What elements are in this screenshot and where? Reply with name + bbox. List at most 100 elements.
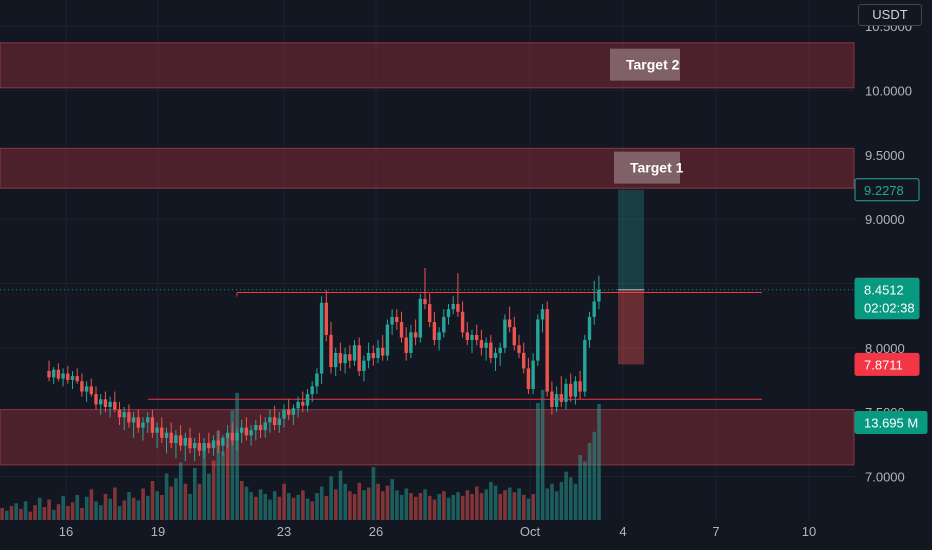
candle-body (127, 412, 131, 423)
candle-body (282, 409, 286, 419)
candle-body (136, 417, 140, 428)
volume-bar (23, 501, 28, 520)
candle-body (578, 381, 582, 392)
candle-body (484, 342, 488, 348)
volume-bar (526, 498, 531, 520)
price-tag-label: 8.4512 (864, 283, 904, 298)
volume-bar (301, 490, 305, 520)
volume-bar (522, 494, 526, 520)
volume-bar (348, 491, 352, 520)
candle-body (559, 394, 563, 402)
candle-body (479, 340, 484, 348)
volume-bar (160, 494, 164, 520)
volume-bar (423, 489, 427, 520)
take-profit-area[interactable] (618, 189, 644, 290)
candle-body (395, 316, 399, 323)
currency-selector[interactable]: USDT (858, 4, 922, 26)
volume-bar (597, 403, 601, 520)
candle-body (80, 381, 84, 392)
long-position-tool[interactable] (618, 189, 644, 365)
price-tick-label: 9.0000 (865, 212, 905, 227)
volume-bar (493, 485, 498, 520)
candle-body (423, 298, 427, 305)
candle-body (113, 401, 117, 410)
candle-body (381, 347, 385, 356)
candle-body (597, 289, 601, 302)
candle-body (507, 319, 512, 328)
volume-bar (99, 505, 103, 520)
volume-bar (418, 493, 423, 520)
candle-body (399, 322, 404, 338)
volume-bar (366, 487, 371, 520)
volume-bar (282, 483, 286, 520)
candle-body (160, 427, 164, 438)
volume-bar (19, 508, 23, 520)
volume-bar (75, 494, 80, 520)
volume-bar (240, 481, 244, 520)
time-tick-label: 19 (151, 524, 165, 539)
candle-body (357, 345, 361, 371)
volume-bar (573, 483, 578, 520)
volume-bar (305, 498, 310, 520)
candle-body (94, 394, 98, 405)
candle-body (235, 432, 239, 441)
price-tick-label: 7.0000 (865, 470, 905, 485)
volume-bar (540, 390, 545, 520)
volume-bar (84, 496, 89, 520)
volume-bar (446, 497, 451, 520)
volume-bar (465, 490, 470, 520)
candle-body (301, 401, 305, 406)
candle-body (526, 368, 531, 389)
candle-body (155, 427, 159, 433)
volume-bar (334, 489, 338, 520)
volume-bar (362, 490, 366, 520)
candle-body (592, 301, 596, 317)
candle-body (390, 316, 394, 325)
candle-body (470, 334, 474, 341)
volume-bar (211, 460, 216, 520)
volume-bar (221, 451, 225, 520)
candle-body (409, 332, 413, 353)
target-label-box (610, 48, 680, 81)
candle-body (164, 432, 169, 438)
volume-bar (583, 461, 587, 520)
volume-bar (399, 494, 404, 520)
candle-body (66, 373, 70, 380)
candle-body (146, 417, 150, 423)
volume-bar (268, 499, 272, 520)
volume-bar (319, 486, 324, 520)
candle-body (319, 302, 324, 374)
candle-body (569, 383, 573, 397)
time-axis[interactable]: 16 19 23 26 Oct 4 7 10 (59, 524, 816, 539)
candle-body (47, 370, 51, 378)
candle-body (169, 432, 173, 444)
price-tag-label: 7.8711 (864, 357, 903, 372)
candle-body (296, 401, 300, 409)
candle-body (573, 381, 578, 397)
volume-bar (291, 497, 296, 520)
candle-body (428, 304, 432, 323)
volume-bar (395, 490, 399, 520)
volume-bar (512, 492, 517, 520)
volume-bar (244, 486, 249, 520)
time-tick-label: 10 (802, 524, 816, 539)
volume-bar (376, 483, 380, 520)
candle-body (413, 332, 418, 338)
volume-bar (188, 494, 192, 520)
candle-body (244, 427, 249, 436)
candle-body (343, 354, 347, 364)
volume-bar (202, 449, 206, 520)
volume-bar (456, 492, 460, 520)
volume-bar (545, 488, 550, 520)
volume-bar (324, 495, 329, 520)
time-tick-label: 23 (277, 524, 291, 539)
volume-bar (28, 511, 33, 520)
price-tag-stop-loss (854, 352, 920, 376)
time-tick-label: 7 (712, 524, 719, 539)
candle-body (202, 443, 206, 451)
candle-body (456, 304, 460, 312)
stop-loss-area[interactable] (618, 289, 644, 365)
candle-body (240, 427, 244, 433)
candle-body (498, 347, 502, 353)
